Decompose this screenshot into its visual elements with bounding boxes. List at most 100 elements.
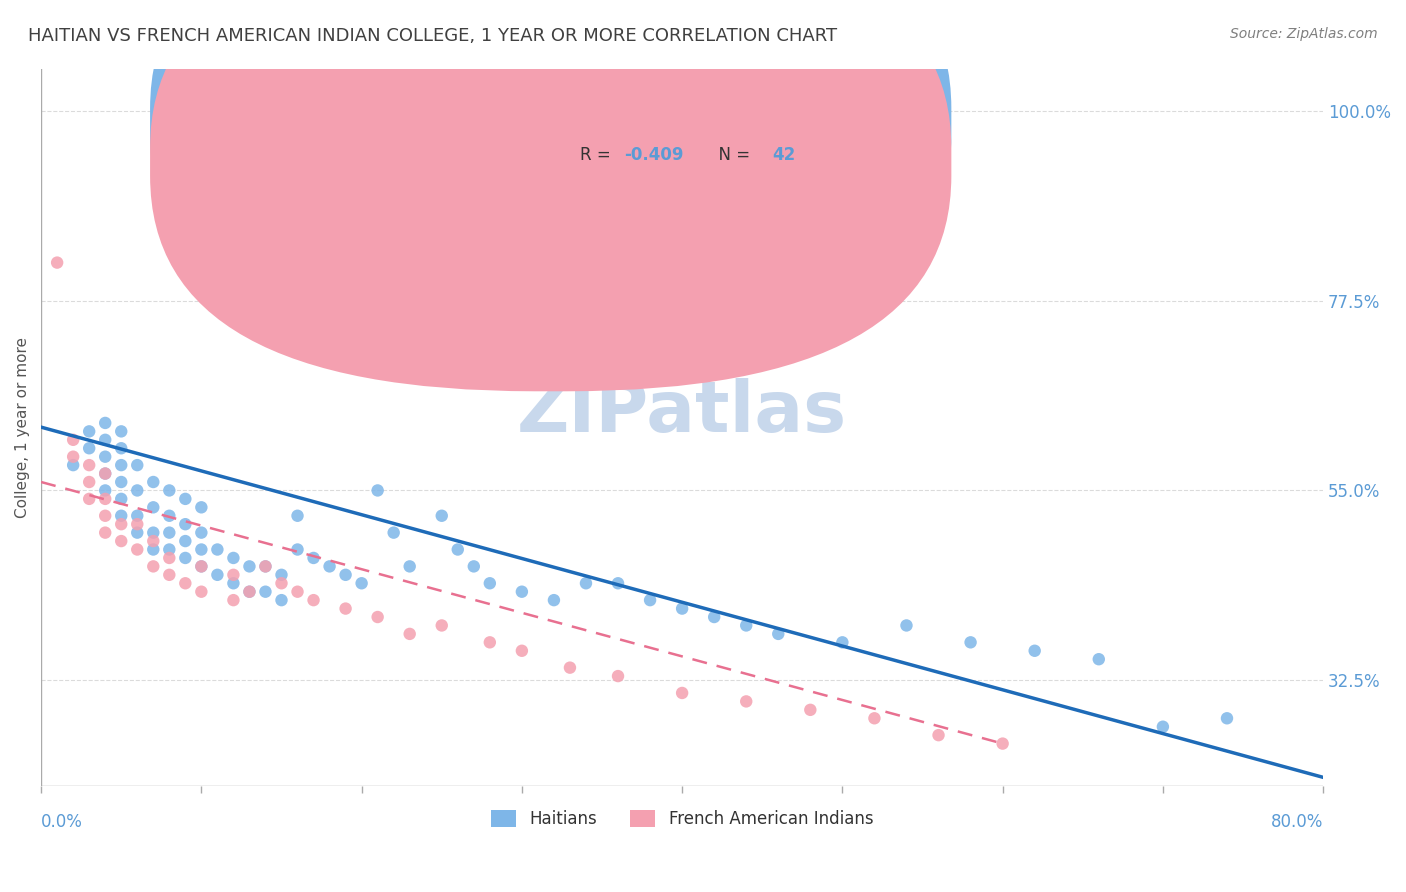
- Point: [398, 627, 420, 641]
- Point: [575, 576, 598, 591]
- Point: [270, 593, 292, 607]
- Point: [1087, 652, 1109, 666]
- Text: 42: 42: [772, 145, 796, 163]
- Point: [157, 551, 180, 566]
- Point: [94, 416, 117, 430]
- Point: [270, 567, 292, 582]
- Point: [157, 542, 180, 557]
- Point: [335, 601, 357, 615]
- Text: HAITIAN VS FRENCH AMERICAN INDIAN COLLEGE, 1 YEAR OR MORE CORRELATION CHART: HAITIAN VS FRENCH AMERICAN INDIAN COLLEG…: [28, 27, 837, 45]
- Legend: Haitians, French American Indians: Haitians, French American Indians: [484, 804, 880, 835]
- Point: [1216, 711, 1239, 725]
- Text: R =: R =: [579, 145, 616, 163]
- Point: [127, 458, 149, 472]
- Point: [959, 635, 981, 649]
- Text: -0.760: -0.760: [624, 110, 683, 128]
- Point: [94, 433, 117, 447]
- Point: [174, 491, 197, 506]
- Point: [254, 559, 277, 574]
- Point: [768, 627, 790, 641]
- Point: [254, 559, 277, 574]
- Point: [607, 576, 630, 591]
- Text: N =: N =: [707, 145, 755, 163]
- Point: [222, 576, 245, 591]
- Point: [207, 567, 229, 582]
- Point: [190, 500, 212, 515]
- Point: [463, 559, 485, 574]
- Point: [478, 635, 501, 649]
- Point: [62, 433, 84, 447]
- Point: [127, 517, 149, 532]
- Point: [638, 593, 661, 607]
- Point: [127, 542, 149, 557]
- Point: [77, 475, 100, 489]
- Text: -0.409: -0.409: [624, 145, 683, 163]
- Point: [1024, 644, 1046, 658]
- Point: [190, 559, 212, 574]
- Point: [190, 584, 212, 599]
- Text: 80.0%: 80.0%: [1271, 813, 1323, 830]
- Point: [287, 584, 309, 599]
- Point: [110, 475, 132, 489]
- Point: [367, 483, 389, 498]
- Point: [318, 559, 340, 574]
- FancyBboxPatch shape: [509, 97, 894, 194]
- Point: [77, 442, 100, 456]
- Y-axis label: College, 1 year or more: College, 1 year or more: [15, 336, 30, 517]
- Text: N =: N =: [707, 110, 755, 128]
- Point: [671, 686, 693, 700]
- Point: [671, 601, 693, 615]
- Point: [222, 551, 245, 566]
- Point: [62, 450, 84, 464]
- Point: [430, 618, 453, 632]
- Point: [190, 525, 212, 540]
- Point: [254, 584, 277, 599]
- Point: [831, 635, 853, 649]
- Point: [94, 483, 117, 498]
- Point: [110, 534, 132, 549]
- Point: [46, 255, 69, 269]
- Text: ZIPatlas: ZIPatlas: [517, 378, 848, 447]
- Point: [735, 618, 758, 632]
- Text: 73: 73: [772, 110, 796, 128]
- Point: [558, 660, 581, 674]
- FancyBboxPatch shape: [150, 0, 952, 351]
- Point: [110, 425, 132, 439]
- Point: [703, 610, 725, 624]
- Point: [382, 525, 405, 540]
- Point: [110, 442, 132, 456]
- Point: [238, 584, 260, 599]
- Point: [94, 508, 117, 523]
- Point: [174, 517, 197, 532]
- Text: Source: ZipAtlas.com: Source: ZipAtlas.com: [1230, 27, 1378, 41]
- Point: [510, 644, 533, 658]
- Point: [447, 542, 470, 557]
- Point: [222, 567, 245, 582]
- Point: [142, 534, 165, 549]
- Point: [127, 483, 149, 498]
- Point: [190, 559, 212, 574]
- Point: [127, 525, 149, 540]
- Point: [77, 491, 100, 506]
- Point: [302, 551, 325, 566]
- Point: [142, 542, 165, 557]
- Point: [174, 534, 197, 549]
- Point: [287, 508, 309, 523]
- Point: [190, 542, 212, 557]
- Point: [928, 728, 950, 742]
- Point: [207, 542, 229, 557]
- Point: [142, 500, 165, 515]
- Point: [1152, 720, 1174, 734]
- Point: [896, 618, 918, 632]
- Point: [799, 703, 821, 717]
- FancyBboxPatch shape: [150, 0, 952, 392]
- Point: [142, 525, 165, 540]
- Point: [302, 593, 325, 607]
- Point: [142, 559, 165, 574]
- Point: [142, 475, 165, 489]
- Point: [607, 669, 630, 683]
- Point: [478, 576, 501, 591]
- Point: [94, 467, 117, 481]
- Point: [222, 593, 245, 607]
- Point: [94, 491, 117, 506]
